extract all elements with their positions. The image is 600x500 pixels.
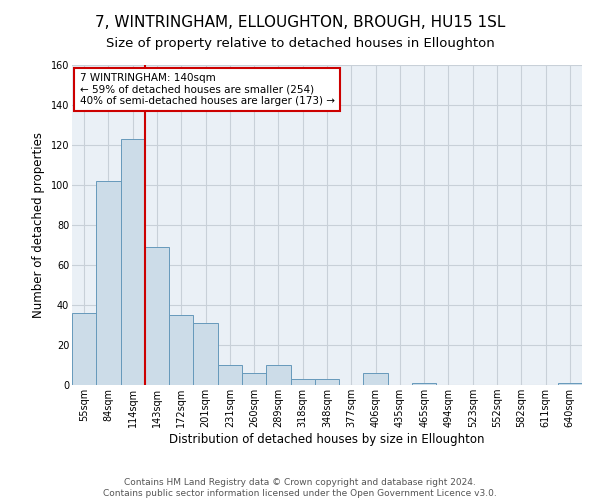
Bar — [218, 365, 242, 385]
Bar — [558, 383, 582, 385]
Bar — [72, 313, 96, 385]
Bar — [412, 383, 436, 385]
Text: 7 WINTRINGHAM: 140sqm
← 59% of detached houses are smaller (254)
40% of semi-det: 7 WINTRINGHAM: 140sqm ← 59% of detached … — [80, 73, 335, 106]
Bar — [121, 139, 145, 385]
Bar — [145, 247, 169, 385]
Text: Contains HM Land Registry data © Crown copyright and database right 2024.
Contai: Contains HM Land Registry data © Crown c… — [103, 478, 497, 498]
Bar — [169, 315, 193, 385]
Bar — [242, 373, 266, 385]
Bar — [96, 181, 121, 385]
X-axis label: Distribution of detached houses by size in Elloughton: Distribution of detached houses by size … — [169, 433, 485, 446]
Text: Size of property relative to detached houses in Elloughton: Size of property relative to detached ho… — [106, 38, 494, 51]
Bar — [266, 365, 290, 385]
Text: 7, WINTRINGHAM, ELLOUGHTON, BROUGH, HU15 1SL: 7, WINTRINGHAM, ELLOUGHTON, BROUGH, HU15… — [95, 15, 505, 30]
Y-axis label: Number of detached properties: Number of detached properties — [32, 132, 45, 318]
Bar — [315, 379, 339, 385]
Bar — [364, 373, 388, 385]
Bar — [290, 379, 315, 385]
Bar — [193, 323, 218, 385]
